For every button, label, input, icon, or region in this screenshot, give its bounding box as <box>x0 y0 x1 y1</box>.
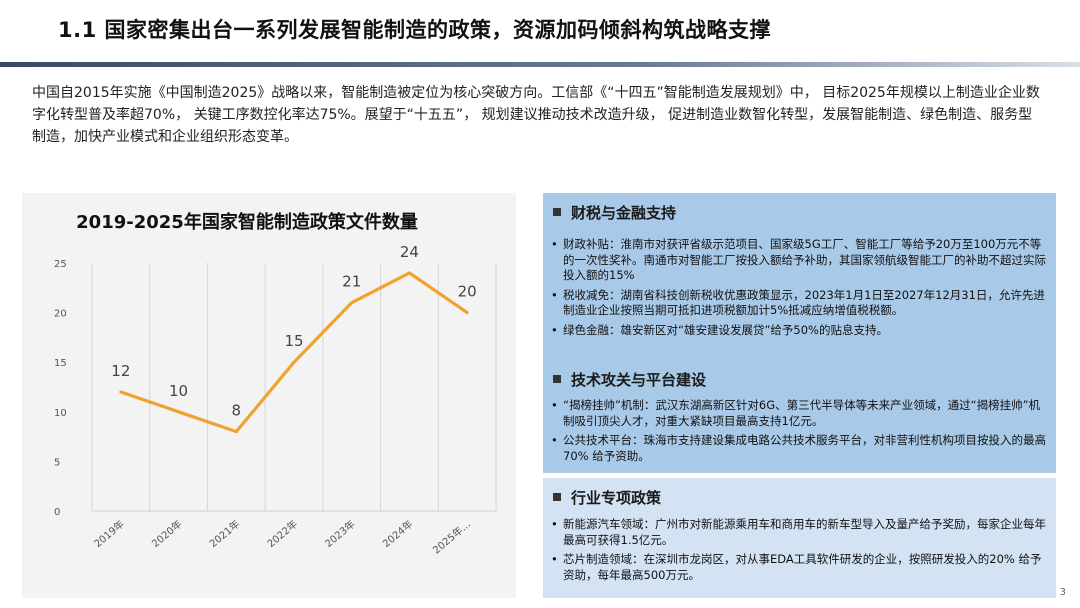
page-title: 1.1 国家密集出台一系列发展智能制造的政策，资源加码倾斜构筑战略支撑 <box>58 18 772 42</box>
y-tick-label: 20 <box>54 309 67 320</box>
y-tick-label: 10 <box>54 408 67 419</box>
list-item: 新能源汽车领域：广州市对新能源乘用车和商用车的新车型导入及量产给予奖励，每家企业… <box>551 517 1049 548</box>
x-tick-label: 2020年 <box>149 517 185 550</box>
list-item: 公共技术平台：珠海市支持建设集成电路公共技术服务平台，对非营利性机构项目按投入的… <box>551 433 1049 464</box>
list-item: 绿色金融：雄安新区对“雄安建设发展贷”给予50%的贴息支持。 <box>551 323 1049 339</box>
x-tick-label: 2021年 <box>207 517 243 550</box>
data-label: 24 <box>400 243 419 261</box>
y-tick-label: 0 <box>54 507 60 518</box>
x-tick-label: 2019年 <box>91 517 127 550</box>
data-label: 8 <box>232 402 242 420</box>
panel-finance: 财税与金融支持 财政补贴：淮南市对获评省级示范项目、国家级5G工厂、智能工厂等给… <box>543 193 1056 371</box>
chart-title: 2019-2025年国家智能制造政策文件数量 <box>76 212 418 233</box>
data-label: 15 <box>284 332 303 350</box>
panel-heading-text: 财税与金融支持 <box>571 204 677 222</box>
list-item: 芯片制造领域：在深圳市龙岗区，对从事EDA工具软件研发的企业，按照研发投入的20… <box>551 552 1049 583</box>
x-tick-label: 2022年 <box>264 517 300 550</box>
panel-industry: 行业专项政策 新能源汽车领域：广州市对新能源乘用车和商用车的新车型导入及量产给予… <box>543 478 1056 598</box>
data-label: 10 <box>169 382 188 400</box>
data-label: 21 <box>342 273 361 291</box>
panel-heading-text: 技术攻关与平台建设 <box>571 371 707 389</box>
square-bullet-icon <box>553 374 561 383</box>
x-tick-label: 2025年… <box>430 517 473 556</box>
y-tick-label: 5 <box>54 457 60 468</box>
panel-heading-text: 行业专项政策 <box>571 489 662 507</box>
title-divider <box>0 62 1080 67</box>
series-line <box>119 271 469 434</box>
list-item: 财政补贴：淮南市对获评省级示范项目、国家级5G工厂、智能工厂等给予20万至100… <box>551 237 1049 284</box>
y-tick-label: 25 <box>54 259 67 270</box>
data-label: 12 <box>111 362 130 380</box>
square-bullet-icon <box>553 207 561 216</box>
panel-heading: 技术攻关与平台建设 <box>553 369 706 390</box>
square-bullet-icon <box>553 492 561 501</box>
chart-container: 0 5 10 15 20 25 2019年 2020年 2021年 2022年 2023年 2024年… <box>22 193 516 598</box>
x-tick-label: 2023年 <box>322 517 358 550</box>
list-item: “揭榜挂帅”机制：武汉东湖高新区针对6G、第三代半导体等未来产业领域，通过“揭榜… <box>551 398 1049 429</box>
panel-heading: 财税与金融支持 <box>553 202 676 223</box>
line-chart: 0 5 10 15 20 25 2019年 2020年 2021年 2022年 2023年 2024年… <box>54 243 497 557</box>
bullet-list: 财政补贴：淮南市对获评省级示范项目、国家级5G工厂、智能工厂等给予20万至100… <box>551 237 1049 342</box>
data-label: 20 <box>458 283 477 301</box>
bullet-list: 新能源汽车领域：广州市对新能源乘用车和商用车的新车型导入及量产给予奖励，每家企业… <box>551 517 1049 587</box>
y-tick-label: 15 <box>54 358 67 369</box>
panel-tech: 技术攻关与平台建设 “揭榜挂帅”机制：武汉东湖高新区针对6G、第三代半导体等未来… <box>543 365 1056 473</box>
x-tick-label: 2024年 <box>380 517 416 550</box>
panel-heading: 行业专项政策 <box>553 487 661 508</box>
list-item: 税收减免：湖南省科技创新税收优惠政策显示，2023年1月1日至2027年12月3… <box>551 288 1049 319</box>
intro-paragraph: 中国自2015年实施《中国制造2025》战略以来，智能制造被定位为核心突破方向。… <box>32 85 1040 145</box>
page-number: 3 <box>1059 587 1066 598</box>
bullet-list: “揭榜挂帅”机制：武汉东湖高新区针对6G、第三代半导体等未来产业领域，通过“揭榜… <box>551 398 1049 468</box>
